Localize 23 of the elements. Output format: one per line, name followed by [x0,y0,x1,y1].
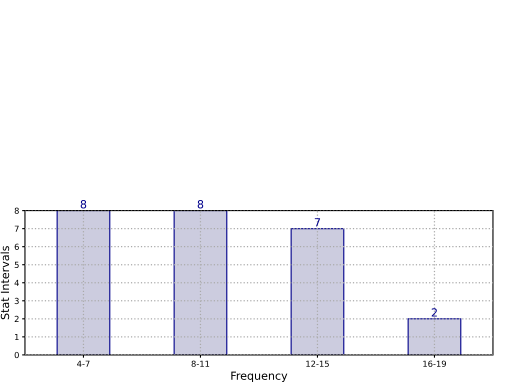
data-label: 8 [80,200,86,208]
x-tick-label: 8-11 [192,360,210,367]
y-tick-label: 1 [15,334,19,340]
y-tick-label: 3 [14,298,19,304]
y-tick-label: 4 [14,280,19,286]
y-tick-label: 0 [14,352,19,358]
y-tick-label: 6 [14,244,19,250]
x-tick-label: 16-19 [423,360,446,367]
x-tick-label: 4-7 [77,360,90,367]
x-tick-label: 12-15 [306,360,329,367]
bar [174,210,228,355]
x-axis-title: Frequency [231,372,288,382]
y-tick-label: 5 [14,262,19,268]
y-tick-label: 8 [14,208,19,214]
data-label: 2 [432,308,437,317]
data-label: 7 [314,218,320,226]
bar [290,228,344,355]
y-axis-title: Stat Intervals [0,246,10,320]
y-tick-label: 2 [14,316,19,322]
data-label: 8 [198,200,204,208]
bar [408,318,462,355]
bar [56,210,110,355]
y-tick-label: 7 [14,226,19,232]
